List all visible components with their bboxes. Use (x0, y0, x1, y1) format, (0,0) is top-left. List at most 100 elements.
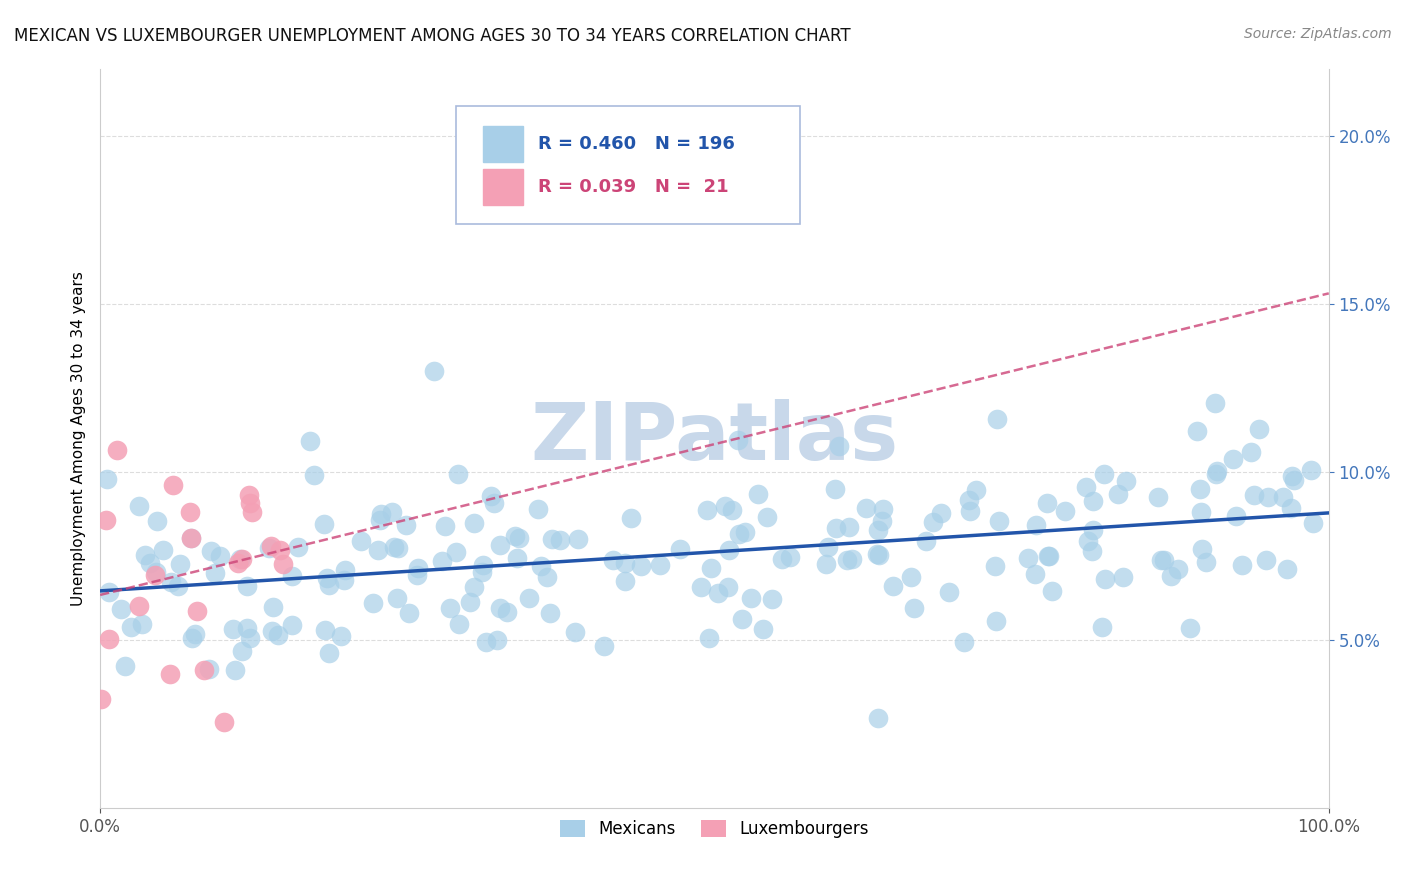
Point (239, 496, 262, 510)
Point (370, 507, 392, 521)
Point (817, 540, 839, 554)
Bar (484, 169, 523, 204)
Point (1017, 550, 1039, 565)
Point (439, 601, 461, 615)
Point (329, 628, 352, 642)
Point (236, 579, 259, 593)
Point (97, 585, 120, 599)
Point (463, 580, 485, 594)
Point (472, 558, 495, 572)
Point (128, 599, 150, 614)
Point (160, 575, 183, 590)
Bar (484, 127, 523, 161)
Point (1153, 553, 1175, 567)
Point (1146, 490, 1168, 504)
Point (271, 557, 294, 571)
Point (159, 667, 181, 681)
Point (728, 526, 751, 541)
Point (602, 553, 624, 567)
Point (368, 512, 391, 526)
Text: ZIPatlas: ZIPatlas (530, 400, 898, 477)
Point (193, 663, 215, 677)
Point (1275, 562, 1298, 576)
Point (398, 607, 420, 621)
Point (231, 552, 253, 566)
Point (318, 578, 340, 592)
Point (1206, 464, 1229, 478)
Text: R = 0.039   N =  21: R = 0.039 N = 21 (537, 178, 728, 196)
Point (1053, 504, 1076, 518)
Point (269, 542, 291, 557)
Point (350, 534, 373, 549)
Point (367, 543, 389, 558)
Point (900, 570, 922, 584)
Point (304, 467, 326, 482)
Point (314, 624, 336, 638)
Point (734, 524, 756, 539)
Point (1081, 543, 1104, 558)
Point (828, 439, 851, 453)
Point (260, 624, 283, 638)
Point (169, 557, 191, 571)
Point (475, 634, 498, 648)
Point (1042, 584, 1064, 599)
Point (90, 691, 112, 706)
Point (567, 532, 589, 546)
Point (200, 543, 222, 558)
Point (239, 631, 262, 645)
Point (1149, 553, 1171, 567)
Point (731, 611, 754, 625)
Point (167, 579, 190, 593)
Text: MEXICAN VS LUXEMBOURGER UNEMPLOYMENT AMONG AGES 30 TO 34 YEARS CORRELATION CHART: MEXICAN VS LUXEMBOURGER UNEMPLOYMENT AMO… (14, 27, 851, 45)
Point (463, 516, 485, 530)
Point (1077, 533, 1099, 548)
Point (335, 563, 357, 577)
Point (209, 549, 232, 563)
Point (1257, 491, 1279, 505)
Point (298, 434, 321, 449)
Point (903, 600, 925, 615)
Point (1243, 488, 1265, 502)
Point (1271, 490, 1294, 504)
Point (212, 715, 235, 730)
Point (224, 664, 246, 678)
Point (988, 514, 1011, 528)
Point (287, 540, 309, 554)
Point (1024, 567, 1046, 582)
Point (527, 501, 550, 516)
Point (550, 533, 572, 547)
Point (866, 524, 889, 538)
Point (921, 515, 943, 529)
Point (94, 513, 117, 527)
Point (505, 551, 527, 566)
Point (444, 545, 467, 559)
Point (1180, 621, 1202, 635)
Point (240, 506, 263, 520)
Point (395, 517, 418, 532)
Point (564, 625, 586, 640)
Point (1240, 445, 1263, 459)
Point (824, 521, 846, 535)
Point (406, 560, 429, 574)
Point (755, 510, 778, 524)
Point (965, 483, 987, 497)
Point (721, 503, 744, 517)
Point (1185, 424, 1208, 438)
Point (1205, 467, 1227, 481)
Point (228, 552, 250, 566)
Point (938, 585, 960, 599)
Point (180, 531, 202, 545)
Point (613, 556, 636, 570)
Point (669, 541, 692, 556)
Point (866, 548, 889, 562)
Point (959, 504, 981, 518)
Point (503, 529, 526, 543)
Point (447, 467, 470, 481)
Point (1232, 558, 1254, 573)
Point (1225, 509, 1247, 524)
Point (770, 552, 793, 566)
Point (855, 500, 877, 515)
Point (484, 496, 506, 510)
Point (915, 533, 938, 548)
Point (1038, 549, 1060, 564)
